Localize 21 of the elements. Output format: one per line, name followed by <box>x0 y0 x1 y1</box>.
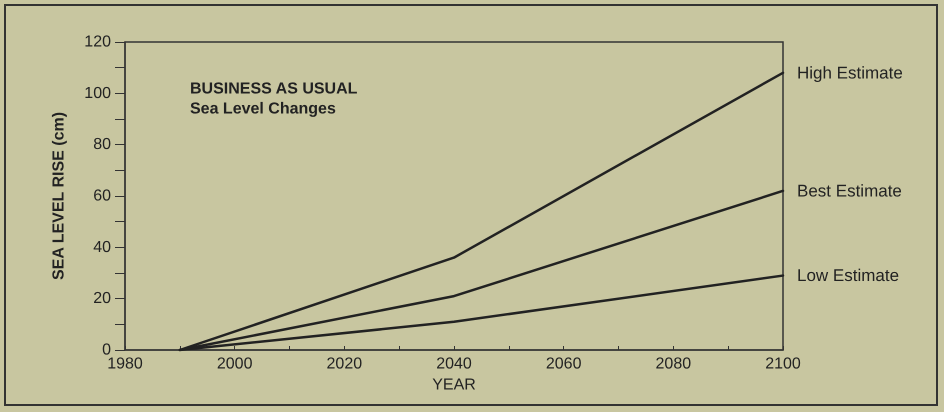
x-tick-label: 1980 <box>107 356 143 372</box>
series-label: Low Estimate <box>797 266 900 286</box>
x-tick-label: 2020 <box>326 356 362 372</box>
y-tick-label: 40 <box>93 238 112 256</box>
y-tick-label: 80 <box>93 136 112 154</box>
x-tick-label: 2100 <box>765 356 801 372</box>
x-tick-label: 2060 <box>546 356 582 372</box>
y-axis-title: SEA LEVEL RISE (cm) <box>50 112 68 280</box>
y-tick-label: 20 <box>93 290 112 308</box>
x-tick-label: 2040 <box>436 356 472 372</box>
y-tick-label: 100 <box>84 84 112 102</box>
series-label: Best Estimate <box>797 181 902 200</box>
text: Sea Level Changes <box>190 100 336 118</box>
x-axis-title: YEAR <box>432 376 476 394</box>
x-tick-label: 2000 <box>216 356 253 372</box>
y-tick-label: 0 <box>102 342 112 358</box>
y-tick-label: 120 <box>84 34 112 50</box>
x-tick-label: 2080 <box>656 356 692 372</box>
text: BUSINESS AS USUAL <box>190 80 358 98</box>
y-tick-label: 60 <box>93 188 112 204</box>
series-label: High Estimate <box>797 63 903 82</box>
